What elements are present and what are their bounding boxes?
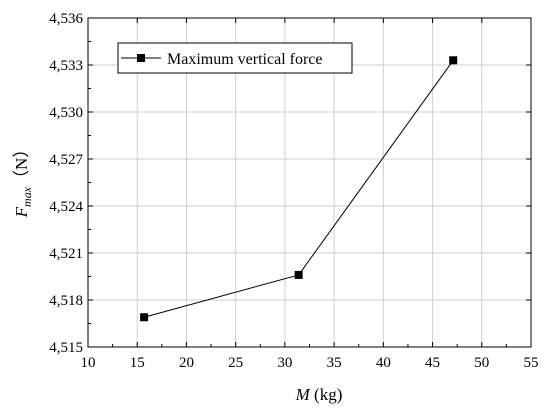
x-axis-title-main: M xyxy=(295,385,311,404)
y-axis-title-sub: max xyxy=(20,186,34,207)
x-tick-label: 55 xyxy=(524,355,539,371)
data-point xyxy=(294,270,303,279)
legend-marker xyxy=(137,54,145,62)
data-point xyxy=(140,313,149,322)
x-axis-title-unit: (kg) xyxy=(310,385,343,404)
x-axis-title: M (kg) xyxy=(295,385,343,404)
x-tick-label: 50 xyxy=(474,355,489,371)
x-tick-label: 35 xyxy=(327,355,342,371)
y-tick-label: 4,518 xyxy=(49,293,83,309)
y-tick-label: 4,521 xyxy=(49,246,83,262)
x-tick-label: 40 xyxy=(376,355,391,371)
data-point xyxy=(449,56,458,65)
y-tick-label: 4,533 xyxy=(49,58,83,74)
x-tick-label: 20 xyxy=(179,355,194,371)
x-tick-label: 10 xyxy=(81,355,96,371)
y-tick-label: 4,524 xyxy=(49,199,83,215)
y-tick-label: 4,530 xyxy=(49,105,83,121)
y-tick-label: 4,515 xyxy=(49,340,83,356)
y-axis-title-main: F xyxy=(12,206,31,218)
y-axis-title: Fmax（N） xyxy=(12,141,34,219)
y-tick-label: 4,536 xyxy=(49,11,83,27)
y-axis-title-unit: （N） xyxy=(12,141,31,187)
legend: Maximum vertical force xyxy=(117,42,353,74)
x-tick-label: 45 xyxy=(425,355,440,371)
y-tick-label: 4,527 xyxy=(49,152,83,168)
series xyxy=(140,56,458,322)
x-tick-label: 30 xyxy=(277,355,292,371)
x-tick-label: 15 xyxy=(130,355,145,371)
ticks: 10 15 20 25 30 35 40 45 50 55 4,515 4,518 4,521 4,524… xyxy=(49,11,538,371)
x-tick-label: 25 xyxy=(228,355,243,371)
legend-label: Maximum vertical force xyxy=(167,51,323,68)
